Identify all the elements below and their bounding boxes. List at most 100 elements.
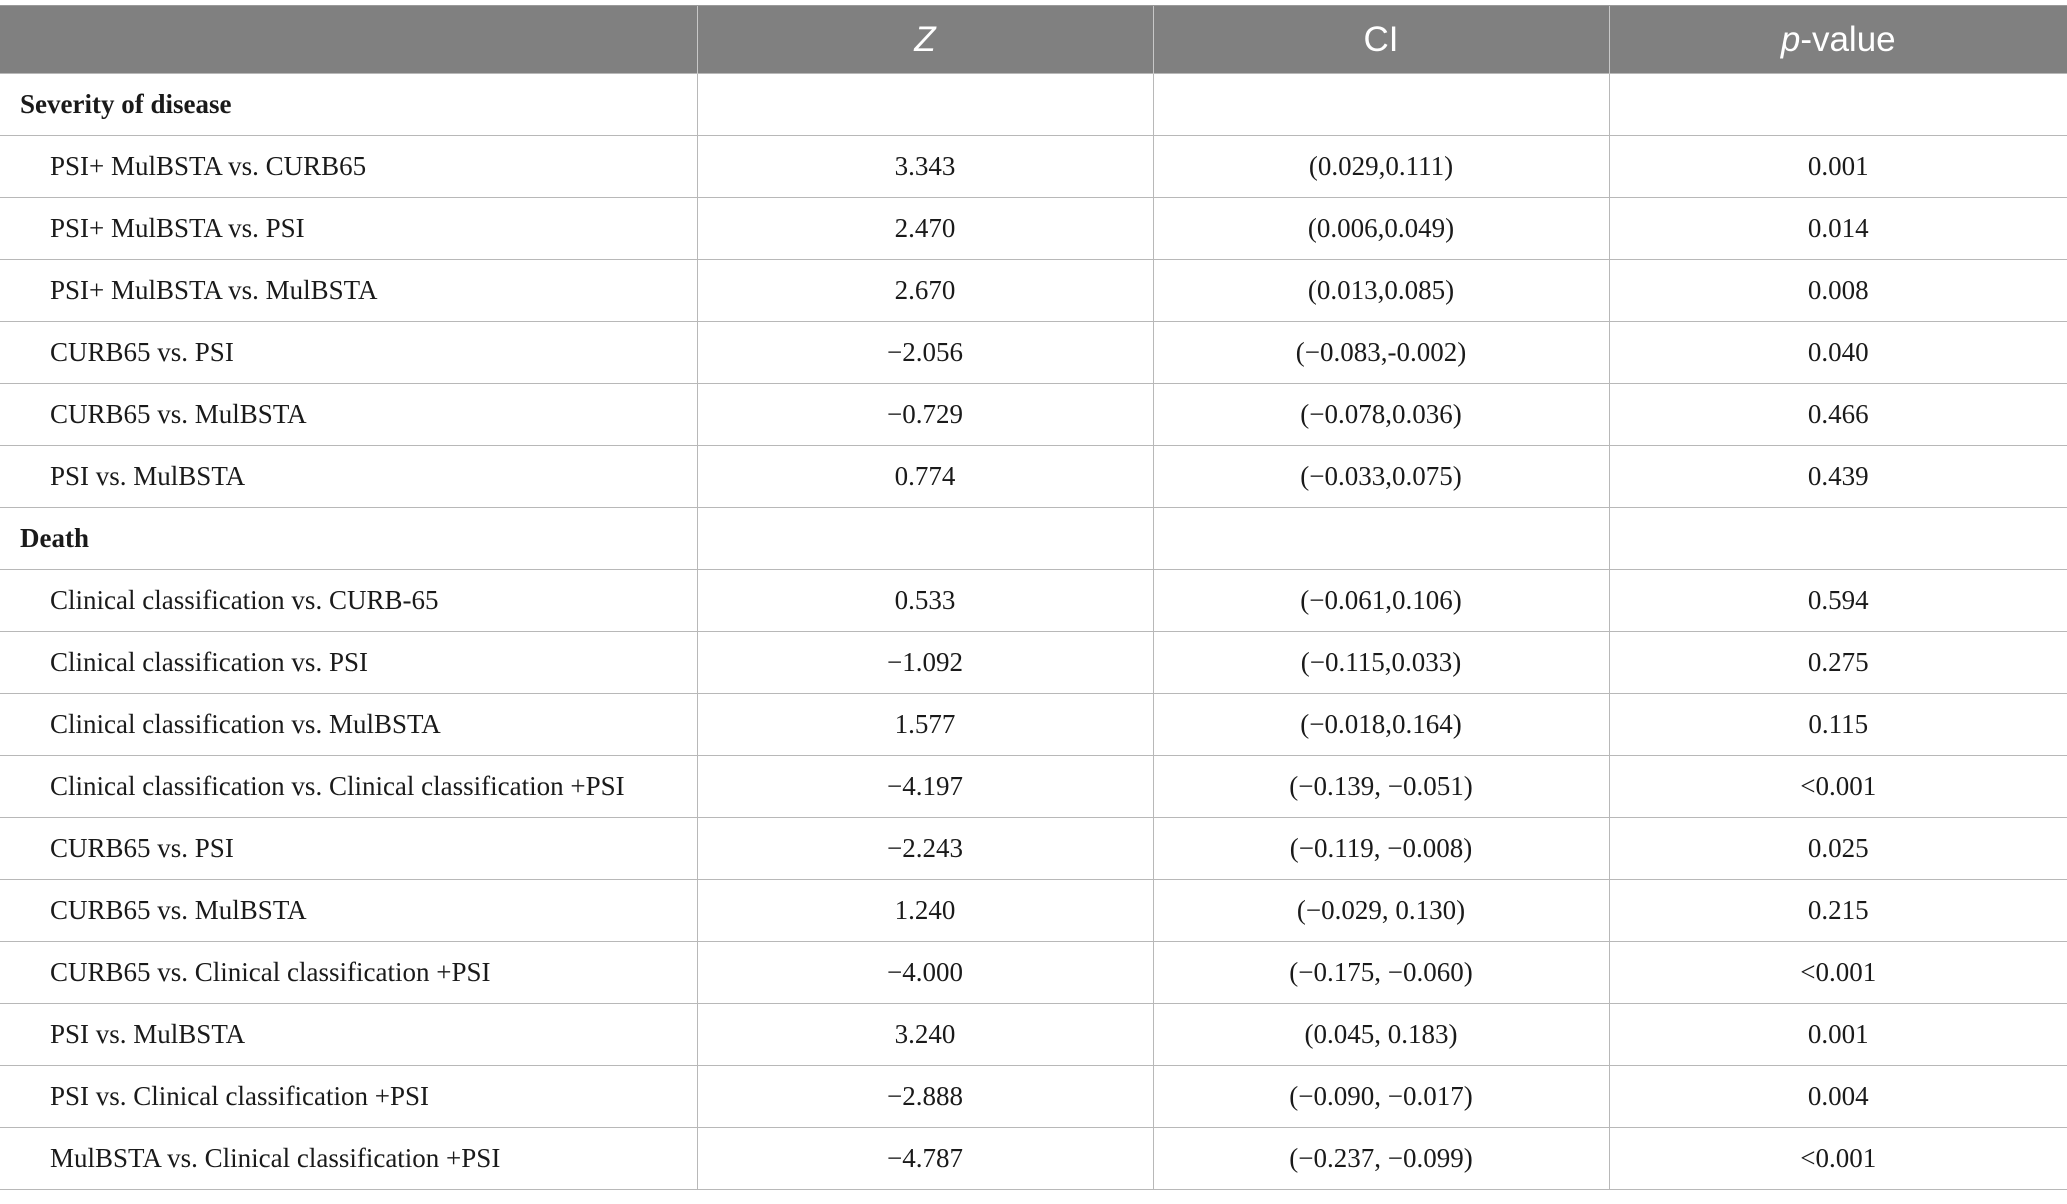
comparison-cell: Clinical classification vs. MulBSTA (0, 693, 697, 756)
comparison-cell: PSI vs. Clinical classification +PSI (0, 1065, 697, 1128)
table-row: CURB65 vs. PSI −2.243 (−0.119, −0.008) 0.02… (0, 817, 2067, 880)
header-p-value: p-value (1608, 5, 2067, 74)
ci-cell: (−0.139, −0.051) (1152, 755, 1609, 818)
p-value-cell: 0.025 (1608, 817, 2067, 880)
ci-cell: (−0.018,0.164) (1152, 693, 1609, 756)
empty-cell (1608, 73, 2067, 136)
empty-cell (696, 73, 1153, 136)
ci-cell: (0.006,0.049) (1152, 197, 1609, 260)
z-cell: −2.056 (696, 321, 1153, 384)
table-row: CURB65 vs. PSI −2.056 (−0.083,-0.002) 0.040 (0, 321, 2067, 384)
table-row: PSI vs. MulBSTA 0.774 (−0.033,0.075) 0.439 (0, 445, 2067, 508)
header-z: Z (696, 5, 1153, 74)
header-comparison (0, 5, 697, 74)
comparison-cell: PSI+ MulBSTA vs. CURB65 (0, 135, 697, 198)
table-row: Clinical classification vs. MulBSTA 1.577… (0, 693, 2067, 756)
table-row: PSI+ MulBSTA vs. PSI 2.470 (0.006,0.049) 0.… (0, 197, 2067, 260)
z-cell: 2.670 (696, 259, 1153, 322)
z-cell: 2.470 (696, 197, 1153, 260)
z-cell: −2.888 (696, 1065, 1153, 1128)
p-value-cell: 0.004 (1608, 1065, 2067, 1128)
z-cell: −4.197 (696, 755, 1153, 818)
section-title: Death (0, 507, 697, 570)
p-value-cell: <0.001 (1608, 941, 2067, 1004)
comparison-cell: PSI vs. MulBSTA (0, 445, 697, 508)
p-value-cell: <0.001 (1608, 755, 2067, 818)
header-ci: CI (1152, 5, 1609, 74)
p-value-cell: 0.115 (1608, 693, 2067, 756)
p-value-cell: 0.008 (1608, 259, 2067, 322)
z-cell: −4.787 (696, 1127, 1153, 1190)
p-value-cell: 0.014 (1608, 197, 2067, 260)
table-row: PSI vs. Clinical classification +PSI −2.8… (0, 1065, 2067, 1128)
comparison-cell: CURB65 vs. Clinical classification +PSI (0, 941, 697, 1004)
ci-cell: (−0.083,-0.002) (1152, 321, 1609, 384)
ci-cell: (−0.033,0.075) (1152, 445, 1609, 508)
table-row: PSI+ MulBSTA vs. MulBSTA 2.670 (0.013,0.08… (0, 259, 2067, 322)
table-row: CURB65 vs. MulBSTA −0.729 (−0.078,0.036) 0.… (0, 383, 2067, 446)
ci-cell: (−0.115,0.033) (1152, 631, 1609, 694)
comparison-cell: PSI+ MulBSTA vs. MulBSTA (0, 259, 697, 322)
table-row: Clinical classification vs. PSI −1.092 (−0… (0, 631, 2067, 694)
empty-cell (1608, 507, 2067, 570)
empty-cell (1152, 73, 1609, 136)
z-cell: 1.240 (696, 879, 1153, 942)
ci-cell: (−0.090, −0.017) (1152, 1065, 1609, 1128)
z-cell: 1.577 (696, 693, 1153, 756)
section-title: Severity of disease (0, 73, 697, 136)
table-row: PSI vs. MulBSTA 3.240 (0.045, 0.183) 0.001 (0, 1003, 2067, 1066)
table-row: MulBSTA vs. Clinical classification +PSI… (0, 1127, 2067, 1190)
comparison-cell: PSI vs. MulBSTA (0, 1003, 697, 1066)
ci-cell: (−0.175, −0.060) (1152, 941, 1609, 1004)
ci-cell: (−0.119, −0.008) (1152, 817, 1609, 880)
ci-cell: (−0.061,0.106) (1152, 569, 1609, 632)
table-header: Z CI p-value (0, 5, 2067, 74)
header-z-label: Z (914, 19, 936, 59)
comparison-table-container: Z CI p-value Severity of disease PSI+ Mul… (0, 5, 2067, 1190)
p-value-cell: <0.001 (1608, 1127, 2067, 1190)
ci-cell: (−0.029, 0.130) (1152, 879, 1609, 942)
comparison-cell: Clinical classification vs. Clinical cla… (0, 755, 697, 818)
table-row: Clinical classification vs. CURB-65 0.533… (0, 569, 2067, 632)
comparison-cell: PSI+ MulBSTA vs. PSI (0, 197, 697, 260)
z-cell: 3.240 (696, 1003, 1153, 1066)
comparison-cell: CURB65 vs. PSI (0, 817, 697, 880)
p-value-cell: 0.466 (1608, 383, 2067, 446)
ci-cell: (0.029,0.111) (1152, 135, 1609, 198)
p-value-cell: 0.594 (1608, 569, 2067, 632)
comparison-cell: Clinical classification vs. CURB-65 (0, 569, 697, 632)
ci-cell: (0.045, 0.183) (1152, 1003, 1609, 1066)
table-row: CURB65 vs. Clinical classification +PSI −… (0, 941, 2067, 1004)
empty-cell (1152, 507, 1609, 570)
table-row: PSI+ MulBSTA vs. CURB65 3.343 (0.029,0.111… (0, 135, 2067, 198)
p-value-cell: 0.040 (1608, 321, 2067, 384)
z-cell: 3.343 (696, 135, 1153, 198)
ci-cell: (−0.078,0.036) (1152, 383, 1609, 446)
z-cell: −1.092 (696, 631, 1153, 694)
comparison-cell: Clinical classification vs. PSI (0, 631, 697, 694)
comparison-cell: CURB65 vs. MulBSTA (0, 879, 697, 942)
ci-cell: (0.013,0.085) (1152, 259, 1609, 322)
table-body: Severity of disease PSI+ MulBSTA vs. CURB… (0, 73, 2067, 1190)
comparison-cell: MulBSTA vs. Clinical classification +PSI (0, 1127, 697, 1190)
header-p-rest: -value (1800, 19, 1896, 59)
section-row: Death (0, 507, 2067, 570)
empty-cell (696, 507, 1153, 570)
z-cell: 0.774 (696, 445, 1153, 508)
ci-cell: (−0.237, −0.099) (1152, 1127, 1609, 1190)
header-row: Z CI p-value (0, 5, 2067, 74)
z-cell: −4.000 (696, 941, 1153, 1004)
table-row: Clinical classification vs. Clinical cla… (0, 755, 2067, 818)
comparison-cell: CURB65 vs. MulBSTA (0, 383, 697, 446)
header-p-italic: p (1780, 19, 1801, 59)
z-cell: −2.243 (696, 817, 1153, 880)
section-row: Severity of disease (0, 73, 2067, 136)
p-value-cell: 0.001 (1608, 1003, 2067, 1066)
table-row: CURB65 vs. MulBSTA 1.240 (−0.029, 0.130) 0.… (0, 879, 2067, 942)
comparison-table: Z CI p-value Severity of disease PSI+ Mul… (0, 5, 2067, 1190)
z-cell: −0.729 (696, 383, 1153, 446)
p-value-cell: 0.275 (1608, 631, 2067, 694)
p-value-cell: 0.439 (1608, 445, 2067, 508)
comparison-cell: CURB65 vs. PSI (0, 321, 697, 384)
z-cell: 0.533 (696, 569, 1153, 632)
